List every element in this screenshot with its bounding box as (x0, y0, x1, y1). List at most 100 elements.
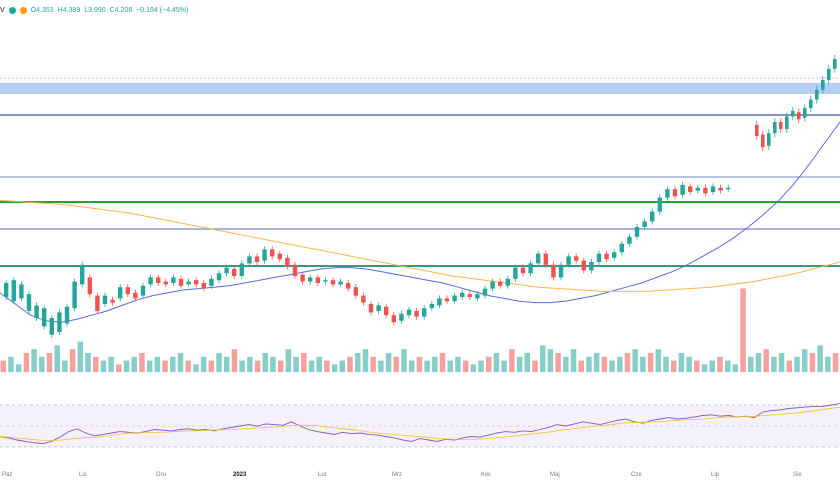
candle (596, 253, 602, 262)
volume-bar (231, 349, 238, 372)
candle (558, 264, 564, 278)
x-axis-label: Maj (550, 472, 560, 478)
candle (833, 59, 837, 69)
volume-bar (239, 360, 245, 372)
candle (49, 318, 54, 335)
volume-bar (640, 356, 646, 372)
candle (634, 227, 640, 237)
volume-bar (455, 356, 461, 372)
candle (785, 116, 789, 129)
volume-bar (385, 353, 392, 372)
candle (475, 294, 480, 299)
candle (361, 295, 366, 303)
volume-bar (293, 356, 299, 372)
candle (254, 256, 260, 262)
volume-bar (493, 353, 500, 372)
candle (87, 277, 92, 295)
candle (505, 278, 510, 286)
volume-bar (92, 356, 99, 372)
candle (414, 311, 419, 317)
x-axis-label: Paź (2, 472, 12, 478)
volume-bar (393, 356, 400, 372)
volume-bar (131, 356, 138, 372)
volume-bar (701, 364, 708, 372)
volume-bar (116, 364, 122, 372)
candle (406, 309, 412, 316)
volume-bar (501, 360, 507, 372)
x-axis-label: Kwi (481, 472, 491, 478)
volume-bar (146, 360, 153, 372)
volume-bar (100, 360, 107, 372)
candle (194, 280, 199, 285)
candle (95, 295, 100, 311)
volume-bar (139, 353, 145, 372)
candle (118, 287, 123, 299)
ma-short-line (0, 121, 840, 323)
candle (224, 267, 229, 274)
volume-bar (401, 349, 407, 372)
candle (619, 243, 624, 253)
candle (140, 285, 146, 296)
volume-bar (678, 353, 685, 372)
candle (452, 295, 457, 302)
volume-bar (301, 353, 307, 372)
volume-bar (339, 360, 346, 372)
volume-bar (586, 356, 592, 372)
volume-bar (324, 360, 330, 372)
volume-bar (778, 353, 785, 372)
status-dot-icon (8, 6, 16, 14)
volume-bar (516, 356, 523, 372)
candle (262, 249, 267, 261)
volume-bar (532, 360, 538, 372)
volume-bar (200, 356, 207, 372)
volume-bar (547, 349, 554, 372)
volume-bar (447, 360, 453, 372)
candle (437, 298, 442, 306)
candle (779, 122, 783, 129)
candle (163, 281, 168, 285)
volume-bar (809, 353, 816, 372)
candle (703, 187, 708, 194)
x-axis-label: Mrz (392, 472, 402, 478)
volume-bar (331, 364, 338, 372)
candle (710, 186, 716, 192)
candle (528, 263, 533, 274)
volume-bar (617, 356, 623, 372)
candle (285, 257, 290, 267)
volume-bar (632, 349, 638, 372)
candle (672, 189, 678, 197)
volume-bar (62, 360, 68, 372)
volume-bar (470, 364, 477, 372)
candle (467, 294, 472, 297)
candle (346, 283, 351, 289)
candle (460, 292, 465, 297)
x-axis-label: Sie (793, 472, 802, 478)
volume-bar (539, 345, 546, 372)
volume-bar (15, 364, 22, 372)
volume-bar (362, 349, 369, 372)
candle (216, 273, 222, 281)
candle (353, 287, 358, 296)
x-axis-label: Cze (631, 472, 642, 478)
volume-bar (462, 360, 469, 372)
candle (803, 108, 807, 118)
volume-bar (624, 353, 631, 372)
candle (201, 283, 206, 289)
volume-bar (270, 356, 276, 372)
volume-bar (354, 353, 361, 372)
volume-bar (563, 356, 569, 372)
volume-bar (77, 341, 84, 372)
volume-bar (748, 356, 754, 372)
volume-bar (694, 360, 700, 372)
volume-bar (123, 360, 130, 372)
volume-bar (670, 360, 677, 372)
candle (125, 287, 130, 295)
volume-bar (378, 360, 384, 372)
candle (171, 277, 176, 283)
candle (574, 256, 579, 261)
candle (695, 187, 700, 191)
volume-bar (794, 356, 800, 372)
candle (4, 283, 9, 297)
